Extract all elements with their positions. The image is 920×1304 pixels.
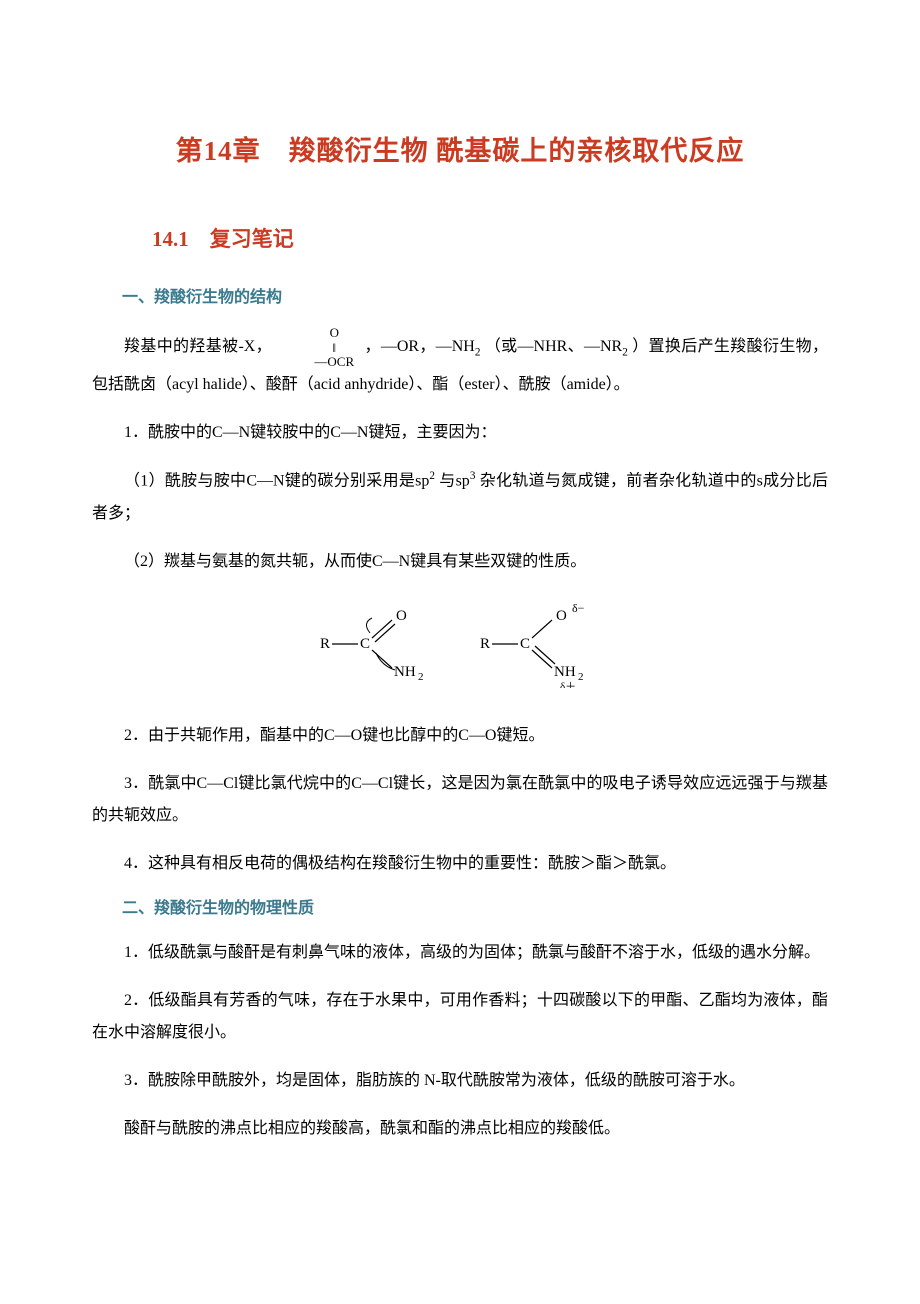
part2-p2: 2．低级酯具有芳香的气味，存在于水果中，可用作香料；十四碳酸以下的甲酯、乙酯均为… bbox=[92, 985, 828, 1049]
p1-1-sup1: 2 bbox=[429, 470, 435, 482]
formula-OCR: —OCR bbox=[282, 355, 354, 369]
part1-p1: 1．酰胺中的C—N键较胺中的C—N键短，主要因为： bbox=[92, 417, 828, 449]
part1-p3: 3．酰氯中C—Cl键比氯代烷中的C—Cl键长，这是因为氯在酰氯中的吸电子诱导效应… bbox=[92, 768, 828, 832]
resonance-structures: R C O NH 2 R C O δ− NH 2 δ＋ bbox=[92, 598, 828, 696]
res-right-deltaminus: δ− bbox=[572, 601, 585, 615]
res-left-R: R bbox=[320, 636, 330, 652]
res-right-deltaplus: δ＋ bbox=[560, 681, 576, 688]
part1-p1-2: （2）羰基与氨基的氮共轭，从而使C—N键具有某些双键的性质。 bbox=[92, 546, 828, 578]
res-left-C: C bbox=[360, 636, 370, 652]
p1-1-b: 与sp bbox=[439, 473, 470, 490]
part2-p1: 1．低级酰氯与酸酐是有刺鼻气味的液体，高级的为固体；酰氯与酸酐不溶于水，低级的遇… bbox=[92, 937, 828, 969]
part1-p1-1: （1）酰胺与胺中C—N键的碳分别采用是sp2 与sp3 杂化轨道与氮成键，前者杂… bbox=[92, 465, 828, 529]
subheading-part1: 一、羧酸衍生物的结构 bbox=[122, 285, 828, 311]
formula-dbl: ‖ bbox=[282, 341, 354, 355]
formula-O: O bbox=[282, 326, 354, 340]
section-title: 14.1 复习笔记 bbox=[152, 223, 828, 257]
resonance-svg: R C O NH 2 R C O δ− NH 2 δ＋ bbox=[300, 598, 620, 688]
part2-p4: 酸酐与酰胺的沸点比相应的羧酸高，酰氯和酯的沸点比相应的羧酸低。 bbox=[92, 1113, 828, 1145]
chapter-title: 第14章 羧酸衍生物 酰基碳上的亲核取代反应 bbox=[92, 130, 828, 173]
intro-text-a: 羧基中的羟基被-X， bbox=[124, 339, 272, 356]
part2-p3: 3．酰胺除甲酰胺外，均是固体，脂肪族的 N-取代酰胺常为液体，低级的酰胺可溶于水… bbox=[92, 1065, 828, 1097]
intro-sub2: 2 bbox=[622, 347, 628, 359]
formula-ocr-inline: O ‖ —OCR bbox=[282, 326, 354, 369]
res-right-R: R bbox=[480, 636, 490, 652]
res-left-NH-sub: 2 bbox=[418, 671, 424, 683]
res-left-NH: NH bbox=[394, 664, 416, 680]
res-right-C: C bbox=[520, 636, 530, 652]
part1-intro: 羧基中的羟基被-X， O ‖ —OCR ，—OR，—NH2 （或—NHR、—NR… bbox=[92, 326, 828, 401]
part1-p2: 2．由于共轭作用，酯基中的C—O键也比醇中的C—O键短。 bbox=[92, 720, 828, 752]
intro-sub1: 2 bbox=[475, 347, 481, 359]
intro-text-b: ，—OR，—NH bbox=[364, 339, 474, 356]
p1-1-a: （1）酰胺与胺中C—N键的碳分别采用是sp bbox=[124, 473, 429, 490]
res-left-O: O bbox=[396, 608, 407, 624]
intro-text-c: （或—NHR、—NR bbox=[485, 339, 622, 356]
res-right-NH-sub: 2 bbox=[578, 671, 584, 683]
res-right-O: O bbox=[556, 608, 567, 624]
p1-1-sup2: 3 bbox=[470, 470, 476, 482]
res-right-NH: NH bbox=[554, 664, 576, 680]
part1-p4: 4．这种具有相反电荷的偶极结构在羧酸衍生物中的重要性：酰胺＞酯＞酰氯。 bbox=[92, 848, 828, 880]
subheading-part2: 二、羧酸衍生物的物理性质 bbox=[122, 896, 828, 922]
